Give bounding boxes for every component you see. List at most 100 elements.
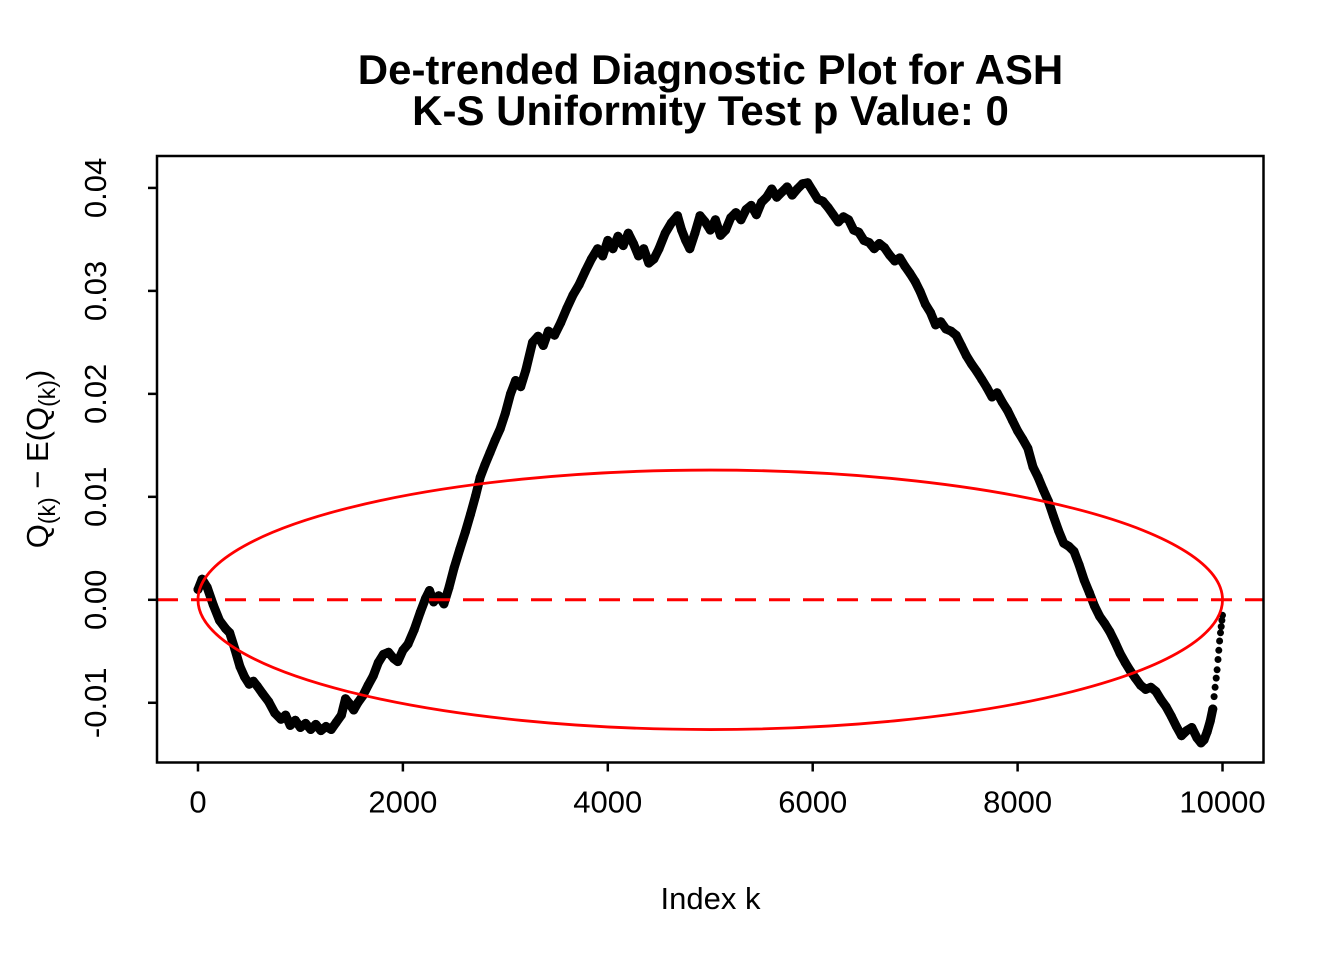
series-point [1049, 511, 1058, 521]
tail-dot [1211, 683, 1219, 691]
series-point [349, 705, 359, 715]
x-tick-label: 2000 [368, 785, 437, 820]
y-tick-label: 0.02 [78, 364, 113, 424]
series-group [193, 178, 1226, 748]
series-point [746, 200, 756, 210]
series-point [1038, 485, 1048, 495]
series-point [1033, 472, 1043, 482]
series-point [301, 718, 311, 728]
series-point [460, 527, 470, 537]
series-point [521, 365, 531, 375]
series-point [736, 215, 746, 225]
series-point [471, 491, 481, 501]
y-axis-label-subscript: (k) [34, 497, 61, 525]
series-point [528, 337, 537, 347]
series-point [398, 645, 408, 655]
series-point [690, 228, 700, 238]
axes-group: 0 2000 4000 6000 8000 10000 -0.01 0.00 0.01 0.02 0… [78, 158, 1266, 820]
chart-title-line-1: De-trended Diagnostic Plot for ASH [357, 46, 1064, 93]
series-point [710, 215, 720, 225]
series-point [574, 280, 584, 290]
series-point [264, 697, 274, 707]
series-point [879, 243, 889, 253]
series-point [311, 719, 321, 729]
series-point [363, 680, 373, 690]
series-point [480, 460, 490, 470]
series-point [787, 190, 797, 200]
series-point [415, 607, 425, 617]
series-point [895, 253, 905, 263]
x-axis-label: Index k [660, 881, 761, 916]
series-point [409, 625, 419, 635]
series-point [654, 244, 664, 254]
y-axis-label-text: Q [20, 524, 55, 549]
series-point [951, 330, 961, 340]
series-point [240, 672, 250, 682]
series-point [533, 331, 543, 341]
series-point [992, 388, 1002, 398]
series-point [967, 359, 976, 369]
y-axis-label-text: − E(Q [20, 406, 55, 498]
tail-dot [1212, 674, 1220, 682]
series-point [326, 725, 336, 734]
series-point [1002, 405, 1012, 415]
series-point [818, 196, 828, 206]
series-point [639, 244, 649, 254]
series-point [393, 657, 403, 667]
series-point [1095, 611, 1105, 621]
series-point [455, 544, 465, 554]
series-point [666, 218, 676, 228]
chart-title: De-trended Diagnostic Plot for ASH K-S U… [157, 46, 1264, 134]
series-point [580, 266, 590, 276]
series-point [628, 239, 638, 248]
series-point [844, 215, 854, 225]
series-point [1054, 526, 1064, 536]
series-point [1028, 462, 1038, 472]
series-point [434, 591, 444, 601]
series-point [767, 184, 777, 194]
y-tick-label: -0.01 [78, 667, 113, 738]
y-tick-label: 0.03 [78, 261, 113, 321]
series-point [1130, 673, 1140, 683]
tail-dot [1216, 637, 1224, 645]
x-tick-label: 10000 [1179, 785, 1265, 820]
series-point [920, 299, 930, 309]
series-point [1110, 637, 1120, 647]
x-tick-label: 8000 [983, 785, 1052, 820]
x-tick-label: 6000 [778, 785, 847, 820]
series-point [550, 330, 559, 340]
series-point [290, 715, 300, 725]
series-point [562, 303, 572, 313]
series-point [1161, 702, 1171, 712]
y-tick-label: 0.04 [78, 158, 113, 218]
series-point [281, 710, 291, 720]
series-point [420, 594, 430, 604]
series-point [258, 689, 267, 698]
series-point [500, 408, 510, 418]
series-point [538, 341, 548, 350]
series-point [449, 563, 459, 573]
y-axis-label: Q(k) − E(Q(k)) [20, 204, 60, 714]
series-point [751, 210, 761, 220]
series-point [1202, 727, 1212, 737]
series-point [864, 238, 874, 247]
tail-dot [1214, 656, 1222, 663]
series-point [634, 251, 643, 261]
series-point [623, 228, 633, 238]
series-point [885, 250, 894, 260]
series-point [516, 382, 526, 392]
series-point [1069, 546, 1079, 556]
series-point [202, 582, 212, 592]
series-point [677, 225, 687, 235]
chart-title-line-2: K-S Uniformity Test p Value: 0 [412, 87, 1009, 134]
series-point [1105, 627, 1115, 637]
series-point [215, 615, 224, 625]
series-point [598, 251, 608, 261]
series-point [977, 374, 987, 384]
series-point [936, 317, 946, 327]
series-point [208, 600, 218, 610]
series-point [685, 244, 695, 254]
series-point [331, 717, 341, 727]
series-point [731, 208, 741, 218]
